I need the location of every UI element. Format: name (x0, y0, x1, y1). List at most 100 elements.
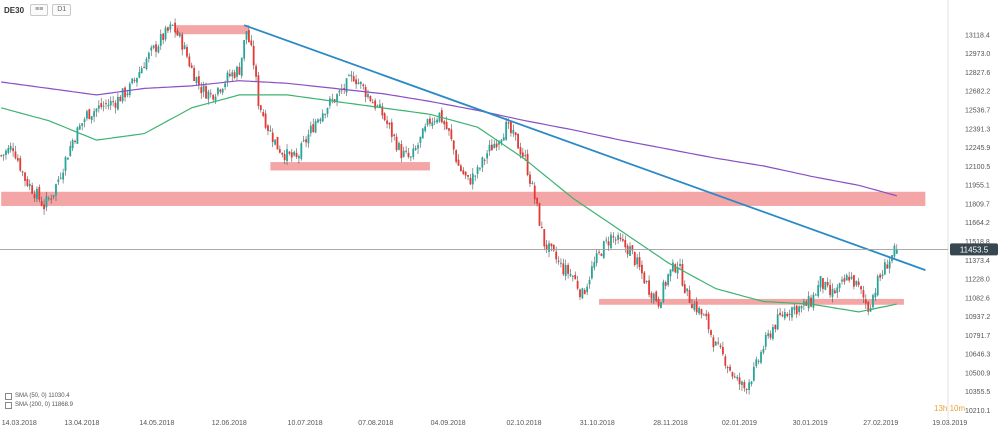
candle (481, 156, 484, 172)
candle (219, 88, 222, 94)
y-tick-label: 10355.5 (965, 389, 990, 396)
candle (779, 307, 781, 317)
chart-type-button[interactable]: ≡≡ (30, 4, 49, 16)
candle (417, 142, 419, 154)
candle (100, 97, 103, 110)
candle (131, 78, 134, 85)
candle (660, 301, 662, 309)
candle (893, 243, 896, 260)
y-tick-label: 12682.2 (965, 89, 990, 96)
candle (788, 309, 791, 321)
candle (109, 96, 112, 110)
current-price-label: 11453.5 (960, 245, 989, 254)
candle (657, 296, 660, 309)
candle (424, 123, 427, 133)
candle (786, 312, 789, 318)
candle (850, 272, 853, 280)
candle (274, 139, 277, 146)
candle (402, 146, 405, 158)
interval-selector[interactable]: D1 (52, 4, 72, 16)
candle (483, 158, 486, 166)
candle (369, 95, 372, 103)
candle (814, 293, 817, 296)
candle (686, 288, 689, 297)
candle (209, 89, 212, 98)
candle (874, 288, 877, 301)
candle (19, 155, 22, 172)
candle (28, 179, 31, 191)
candle (355, 74, 358, 89)
candle (371, 98, 374, 104)
candle (607, 236, 610, 251)
candle (281, 152, 284, 158)
candle (745, 388, 748, 394)
candle (881, 269, 884, 280)
candle (176, 27, 179, 37)
candle (169, 21, 172, 33)
candle (436, 117, 438, 124)
candle (21, 170, 24, 177)
candle (233, 69, 236, 80)
candle (548, 240, 550, 258)
candle (412, 143, 415, 160)
x-tick-label: 14.05.2018 (139, 420, 174, 427)
x-tick-label: 02.10.2018 (506, 420, 541, 427)
current-price-badge (950, 243, 998, 256)
candle (714, 341, 717, 346)
candle (567, 262, 569, 279)
indicator-sma200[interactable]: SMA (200, 0) 11868.9 (5, 401, 73, 410)
candle (812, 292, 815, 311)
candle (14, 145, 17, 160)
candle (562, 258, 565, 276)
candle (174, 18, 176, 38)
candle (698, 305, 700, 316)
candle (462, 167, 465, 176)
candle (614, 236, 617, 245)
candle (469, 173, 472, 185)
candle (569, 268, 572, 278)
candle (517, 133, 519, 149)
candle (395, 133, 398, 153)
candle (645, 280, 648, 284)
indicator-sma50[interactable]: SMA (50, 0) 11030.4 (5, 392, 73, 401)
candle (540, 221, 543, 229)
candle (64, 155, 67, 176)
candle (621, 233, 624, 243)
candle (691, 298, 693, 309)
candle (383, 112, 386, 122)
candle (486, 150, 489, 164)
y-tick-label: 10937.2 (965, 314, 990, 321)
candle (300, 141, 303, 161)
candle (83, 117, 86, 128)
candle (57, 176, 60, 185)
candle (407, 147, 410, 159)
candle (793, 303, 796, 315)
candle (293, 150, 296, 157)
candle (838, 282, 841, 293)
candle (750, 380, 753, 387)
chart-toolbar: DE30 ≡≡ D1 (4, 4, 72, 16)
candle (683, 280, 686, 294)
candle (760, 349, 762, 365)
candle (359, 81, 362, 89)
candle (662, 279, 665, 304)
candle (510, 120, 512, 137)
candle (829, 279, 832, 299)
y-tick-label: 10210.1 (965, 408, 990, 415)
candle (38, 184, 41, 203)
candle (140, 66, 143, 74)
candle (338, 88, 341, 97)
candle (476, 164, 479, 179)
candle (560, 258, 562, 268)
candle (128, 81, 131, 98)
candle (512, 124, 515, 137)
indicator-toggle-icon[interactable] (5, 402, 12, 409)
indicator-toggle-icon[interactable] (5, 393, 12, 400)
candle (221, 88, 224, 96)
candle (178, 32, 181, 38)
candle (309, 121, 312, 137)
candle (136, 77, 138, 87)
candle (795, 304, 798, 318)
candle (0, 154, 3, 158)
